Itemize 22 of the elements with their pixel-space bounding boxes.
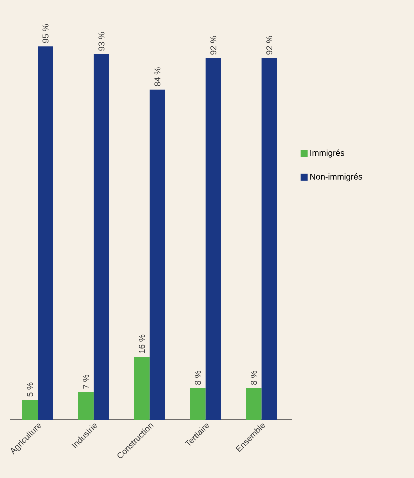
bar (78, 392, 94, 420)
bar (38, 46, 54, 420)
data-label: 84 % (154, 68, 161, 86)
data-label: 7 % (83, 374, 90, 389)
bar (190, 388, 206, 420)
bar (262, 58, 278, 420)
data-label: 92 % (266, 36, 273, 55)
bar (134, 357, 150, 420)
bar (22, 400, 38, 420)
data-label: 95 % (42, 24, 49, 44)
data-label: 92 % (210, 36, 217, 55)
data-label: 5 % (27, 382, 34, 397)
data-label: 16 % (139, 334, 146, 354)
legend-label: Non-immigrés (310, 174, 362, 182)
legend-label: Immigrés (310, 150, 344, 158)
bar (206, 58, 222, 420)
data-label: 8 % (195, 371, 202, 385)
bar (150, 90, 166, 420)
bar (94, 54, 110, 420)
bar (246, 388, 262, 420)
data-label: 8 % (251, 371, 258, 385)
data-label: 93 % (98, 32, 105, 51)
